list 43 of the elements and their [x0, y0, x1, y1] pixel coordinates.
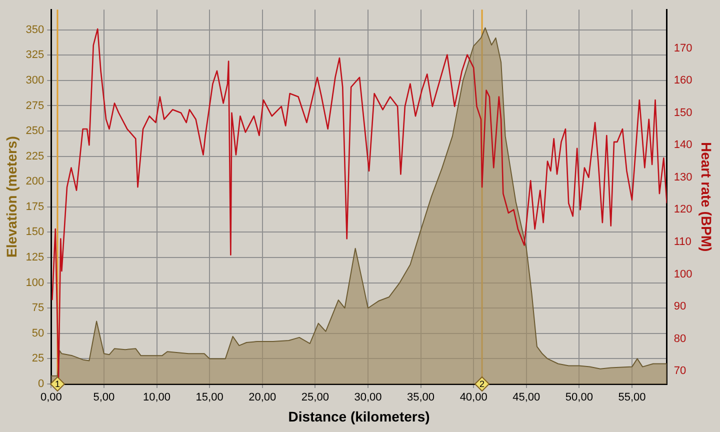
y2-tick-label: 170 — [674, 42, 692, 54]
y2-tick-label: 160 — [674, 74, 692, 87]
y-tick-label: 325 — [26, 49, 44, 62]
x-tick-label: 40,00 — [460, 392, 488, 404]
y-tick-label: 350 — [26, 24, 44, 36]
x-tick-label: 50,00 — [565, 392, 593, 404]
y2-tick-label: 80 — [674, 332, 686, 345]
x-tick-label: 5,00 — [93, 392, 115, 404]
y-tick-label: 0 — [38, 378, 44, 390]
y2-tick-label: 100 — [674, 268, 692, 280]
y2-tick-label: 140 — [674, 139, 692, 152]
y-tick-label: 75 — [32, 302, 44, 314]
x-tick-label: 10,00 — [142, 392, 171, 404]
y2-tick-label: 70 — [674, 365, 686, 378]
y-tick-label: 225 — [26, 150, 44, 162]
y-tick-label: 150 — [26, 226, 44, 238]
x-tick-label: 55,00 — [618, 392, 646, 404]
x-tick-label: 20,00 — [248, 392, 276, 404]
annotation: 2 — [480, 378, 485, 389]
annotation: 1 — [54, 378, 60, 389]
y-tick-label: 175 — [26, 200, 44, 213]
x-tick-label: 0,00 — [40, 392, 62, 404]
y2-tick-label: 110 — [674, 236, 692, 248]
y2-tick-label: 90 — [674, 300, 686, 313]
x-tick-label: 15,00 — [196, 392, 224, 404]
y2-tick-label: 150 — [674, 106, 692, 119]
x-tick-label: 30,00 — [354, 392, 382, 404]
x-tick-label: 45,00 — [512, 392, 540, 404]
y-tick-label: 300 — [26, 74, 44, 86]
y2-axis-title: Heart rate (BPM) — [698, 142, 715, 252]
y-axis-title: Elevation (meters) — [3, 136, 20, 258]
y-tick-label: 125 — [26, 252, 44, 264]
y2-tick-label: 120 — [674, 204, 692, 216]
y-tick-label: 25 — [32, 352, 44, 365]
x-axis-title: Distance (kilometers) — [288, 408, 430, 424]
y-tick-label: 200 — [26, 176, 44, 188]
x-tick-label: 25,00 — [301, 392, 329, 404]
y-tick-label: 250 — [26, 125, 44, 138]
y2-tick-label: 130 — [674, 171, 692, 184]
x-tick-label: 35,00 — [407, 392, 435, 404]
y-tick-label: 50 — [32, 327, 44, 340]
y-tick-label: 100 — [26, 276, 44, 289]
y-tick-label: 275 — [26, 100, 44, 112]
